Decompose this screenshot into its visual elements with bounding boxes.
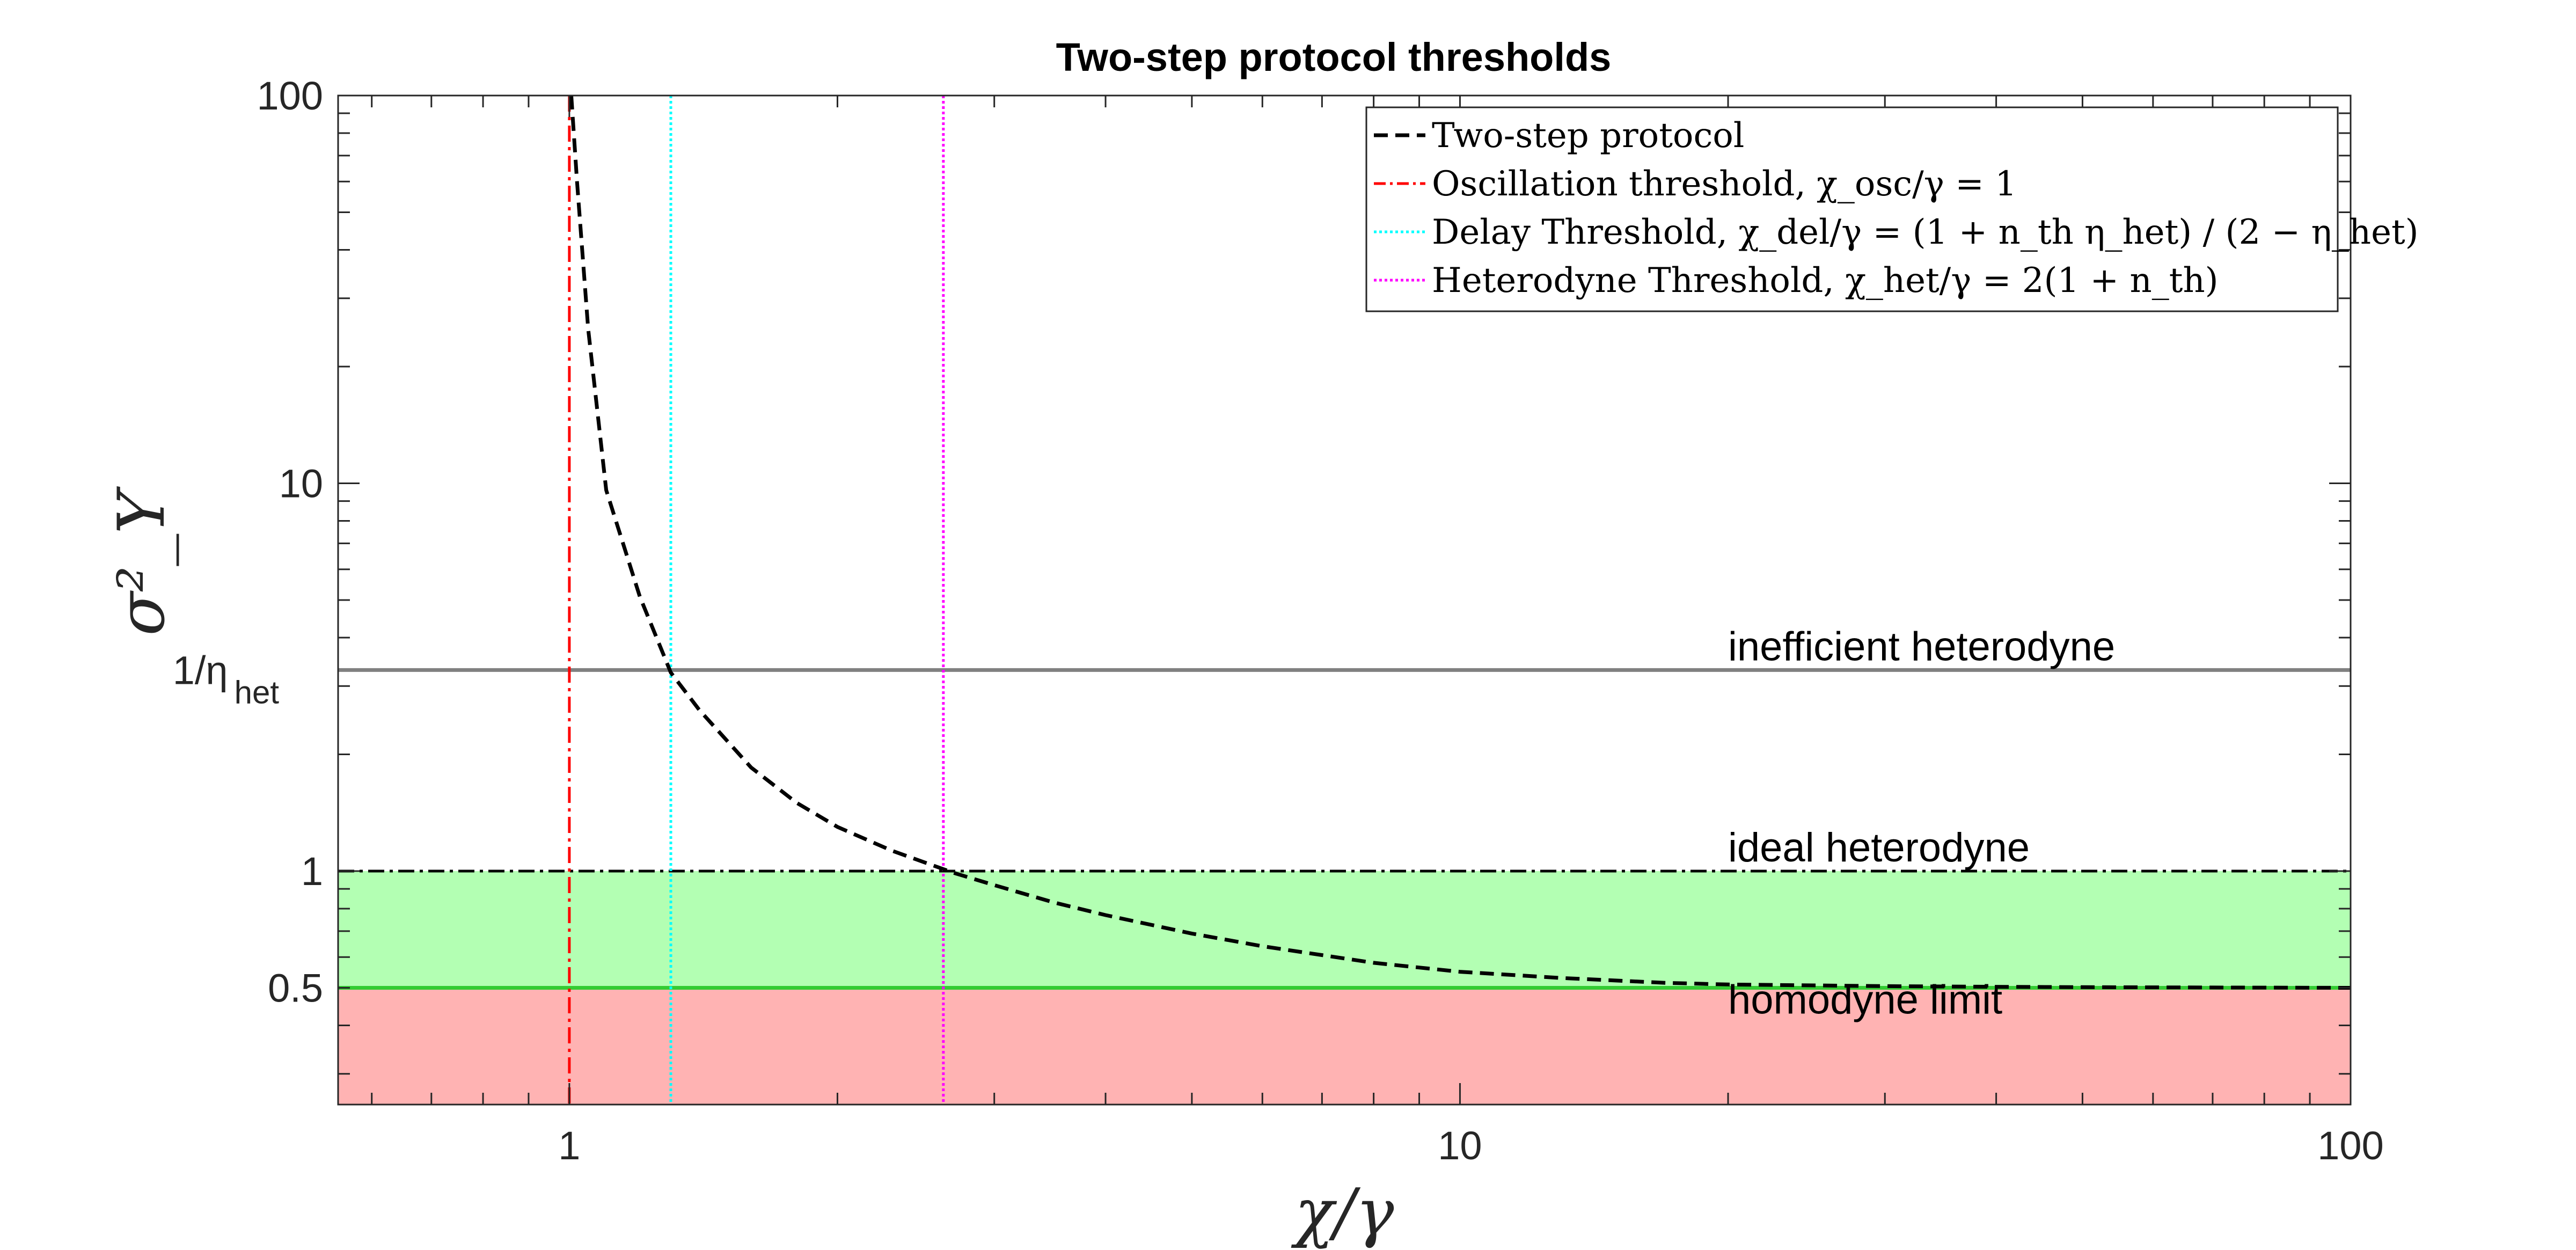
legend-box [1365, 106, 2339, 312]
y-tick-label-subscript: het [235, 674, 280, 710]
y-tick-label: 100 [257, 74, 323, 118]
x-tick-label: 100 [2317, 1123, 2383, 1168]
x-tick-label: 1 [558, 1123, 580, 1168]
two-step-protocol-curve [569, 95, 2351, 990]
region-band-1 [338, 988, 2351, 1105]
x-tick-label: 10 [1438, 1123, 1482, 1168]
reference-label-ideal-heterodyne: ideal heterodyne [1728, 825, 2030, 871]
legend-label-2: Delay Threshold, χ_del/γ = (1 + n_th η_h… [1432, 213, 2419, 252]
legend-label-0: Two-step protocol [1432, 116, 1744, 156]
reference-label-inefficient-heterodyne: inefficient heterodyne [1728, 624, 2115, 669]
region-band-0 [338, 871, 2351, 988]
reference-label-homodyne-limit: homodyne limit [1728, 977, 2002, 1023]
legend-label-1: Oscillation threshold, χ_osc/γ = 1 [1432, 164, 2017, 204]
y-tick-label: 0.5 [268, 966, 323, 1011]
legend-label-3: Heterodyne Threshold, χ_het/γ = 2(1 + n_… [1432, 261, 2219, 301]
chart-title: Two-step protocol thresholds [1056, 35, 1612, 79]
y-tick-label: 1 [301, 849, 323, 894]
y-axis-label: σ²_Y [105, 486, 179, 636]
x-axis-label: χ/γ [1291, 1175, 1394, 1250]
y-tick-label: 10 [279, 462, 323, 506]
